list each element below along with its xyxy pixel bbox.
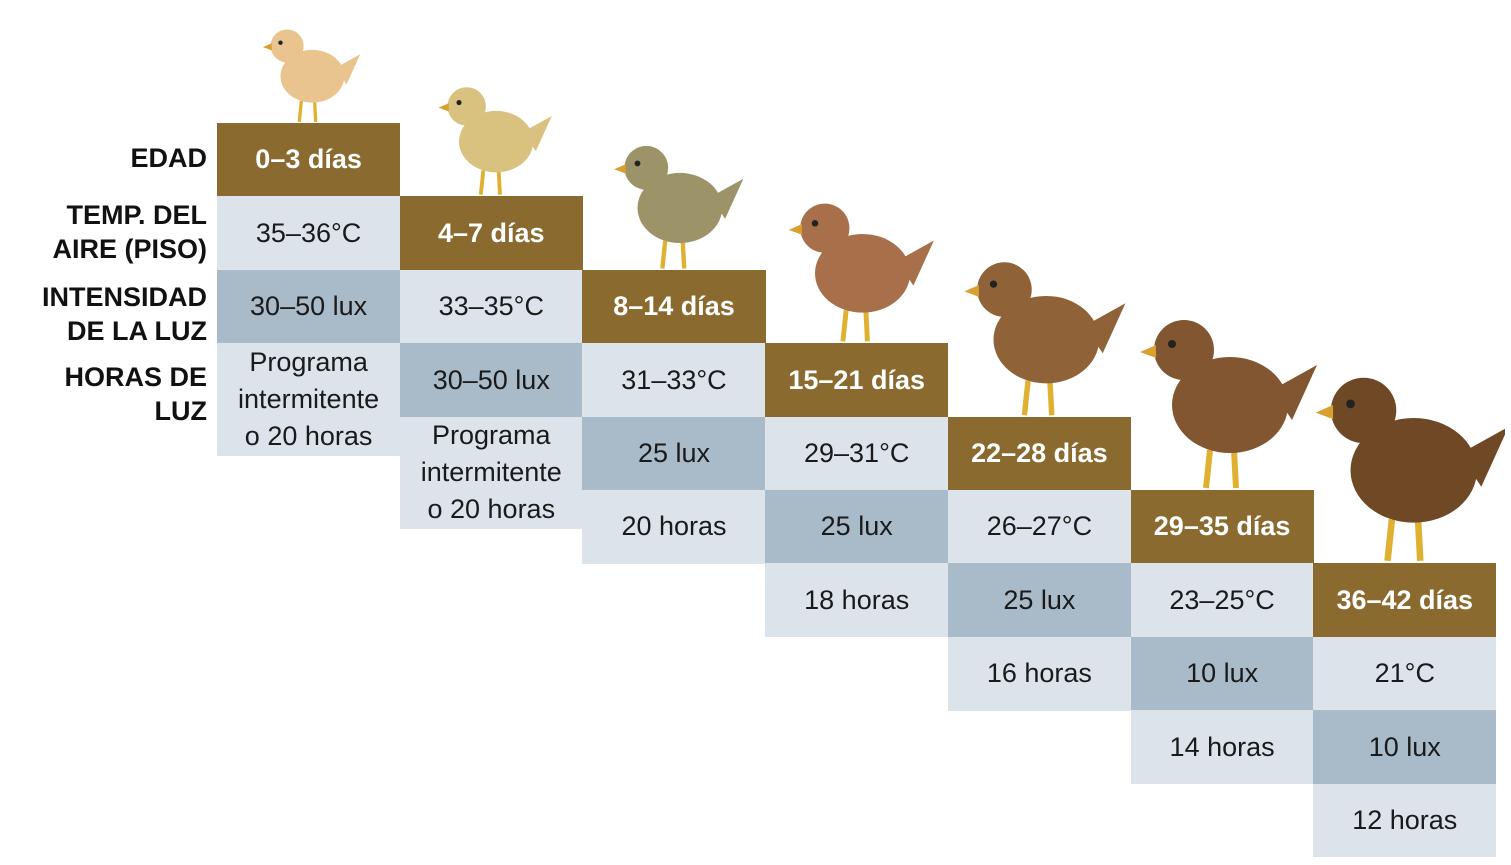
text-line: EDAD	[130, 143, 207, 173]
text-line: intermitente	[238, 383, 380, 414]
text-line: 18 horas	[804, 584, 910, 615]
text-line: 23–25°C	[1169, 584, 1275, 615]
text-line: 29–31°C	[803, 438, 910, 469]
text-line: HORAS DE	[64, 362, 207, 392]
temp-cell: 31–33°C	[582, 343, 766, 418]
chick-illustration	[1139, 320, 1317, 489]
hours-cell: 12 horas	[1313, 783, 1497, 858]
temp-cell: 33–35°C	[399, 269, 583, 344]
temp-cell: 26–27°C	[947, 490, 1131, 564]
age-header: 8–14 días	[582, 269, 766, 344]
age-header: 4–7 días	[399, 196, 583, 271]
hours-cell: Programa intermitente o 20 horas	[217, 343, 401, 456]
age-header: 22–28 días	[947, 416, 1131, 491]
text-line: 21°C	[1374, 658, 1435, 689]
text-line: 14 horas	[1169, 731, 1275, 762]
text-line: AIRE (PISO)	[52, 234, 207, 264]
text-line: Programa	[432, 420, 551, 451]
hours-cell: 20 horas	[582, 490, 766, 564]
text-line: 25 lux	[1003, 584, 1076, 615]
text-line: 12 horas	[1352, 805, 1458, 836]
text-line: 22–28 días	[971, 438, 1108, 469]
hours-cell: 18 horas	[765, 563, 949, 638]
text-line: 15–21 días	[788, 364, 925, 395]
light-cell: 25 lux	[765, 490, 949, 564]
text-line: DE LA LUZ	[67, 316, 207, 346]
row-label: EDAD	[130, 141, 207, 175]
text-line: 25 lux	[637, 438, 711, 469]
text-line: 26–27°C	[986, 511, 1093, 542]
chick-illustration	[789, 203, 935, 342]
light-cell: 10 lux	[1313, 710, 1497, 785]
text-line: 20 horas	[621, 511, 727, 542]
text-line: 25 lux	[820, 511, 893, 542]
hours-cell: 14 horas	[1130, 710, 1314, 785]
age-header: 36–42 días	[1313, 563, 1497, 638]
text-line: TEMP. DEL	[66, 200, 207, 230]
temp-cell: 23–25°C	[1130, 563, 1314, 638]
temp-cell: 35–36°C	[217, 196, 401, 271]
text-line: LUZ	[154, 396, 207, 426]
text-line: 10 lux	[1368, 731, 1441, 762]
temp-cell: 29–31°C	[765, 416, 949, 491]
text-line: 31–33°C	[621, 364, 727, 395]
hours-cell: 16 horas	[947, 636, 1131, 711]
age-header: 29–35 días	[1130, 490, 1314, 564]
text-line: Programa	[249, 346, 368, 377]
light-cell: 25 lux	[582, 416, 766, 491]
text-line: 35–36°C	[255, 217, 362, 248]
light-cell: 10 lux	[1130, 636, 1314, 711]
age-header: 0–3 días	[217, 123, 401, 197]
chick-illustration	[964, 261, 1126, 416]
text-line: intermitente	[420, 457, 562, 488]
chick-illustration	[613, 145, 744, 269]
text-line: 8–14 días	[613, 291, 735, 322]
light-cell: 30–50 lux	[217, 269, 401, 344]
light-cell: 30–50 lux	[399, 343, 583, 418]
text-line: 36–42 días	[1336, 584, 1474, 615]
hours-cell: Programa intermitente o 20 horas	[399, 416, 583, 530]
text-line: o 20 horas	[427, 494, 556, 525]
age-header: 15–21 días	[765, 343, 949, 418]
text-line: INTENSIDAD	[41, 282, 207, 312]
row-label: INTENSIDAD DE LA LUZ	[42, 280, 207, 348]
text-line: 33–35°C	[438, 291, 544, 322]
chick-illustration	[263, 29, 361, 123]
chick-illustration	[438, 87, 552, 196]
text-line: 4–7 días	[437, 217, 545, 248]
temp-cell: 21°C	[1313, 636, 1497, 711]
row-label: HORAS DE LUZ	[64, 360, 207, 428]
text-line: 30–50 lux	[250, 291, 368, 322]
text-line: 10 lux	[1186, 658, 1259, 689]
row-label: TEMP. DEL AIRE (PISO)	[52, 198, 207, 266]
text-line: 0–3 días	[255, 144, 362, 175]
text-line: o 20 horas	[244, 420, 373, 451]
chick-illustration	[1315, 378, 1505, 562]
text-line: 29–35 días	[1153, 511, 1291, 542]
text-line: 16 horas	[986, 658, 1092, 689]
light-cell: 25 lux	[947, 563, 1131, 638]
text-line: 30–50 lux	[432, 364, 550, 395]
